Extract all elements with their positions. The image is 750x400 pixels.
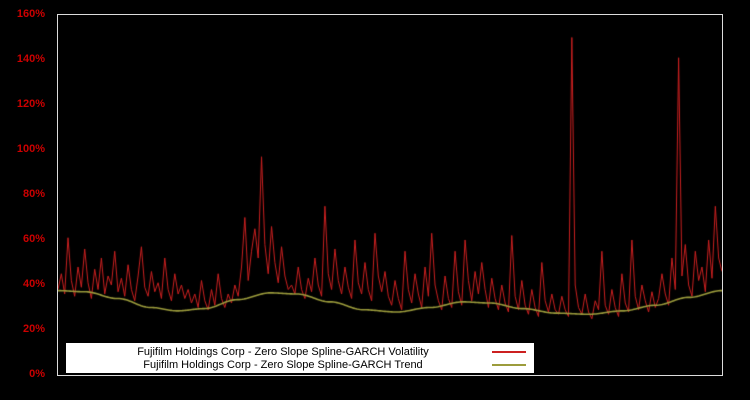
plot-area: Fujifilm Holdings Corp - Zero Slope Spli… <box>57 14 723 376</box>
legend-item-trend: Fujifilm Holdings Corp - Zero Slope Spli… <box>74 358 526 371</box>
y-tick-label: 120% <box>16 98 45 110</box>
y-tick-label: 140% <box>16 53 45 65</box>
legend-item-volatility: Fujifilm Holdings Corp - Zero Slope Spli… <box>74 345 526 358</box>
legend-line-volatility-icon <box>492 350 526 353</box>
y-tick-label: 0% <box>29 368 45 380</box>
legend-label-trend: Fujifilm Holdings Corp - Zero Slope Spli… <box>143 358 423 371</box>
y-axis: 0% 20% 40% 60% 80% 100% 120% 140% 160% <box>0 0 51 400</box>
y-tick-label: 60% <box>22 233 45 245</box>
y-tick-label: 160% <box>16 8 45 20</box>
legend-line-trend-icon <box>492 363 526 366</box>
y-tick-label: 80% <box>22 188 45 200</box>
legend-label-volatility: Fujifilm Holdings Corp - Zero Slope Spli… <box>137 345 429 358</box>
y-tick-label: 40% <box>22 278 45 290</box>
y-tick-label: 20% <box>22 323 45 335</box>
y-tick-label: 100% <box>16 143 45 155</box>
volatility-chart-canvas <box>58 15 722 375</box>
legend: Fujifilm Holdings Corp - Zero Slope Spli… <box>66 343 534 373</box>
